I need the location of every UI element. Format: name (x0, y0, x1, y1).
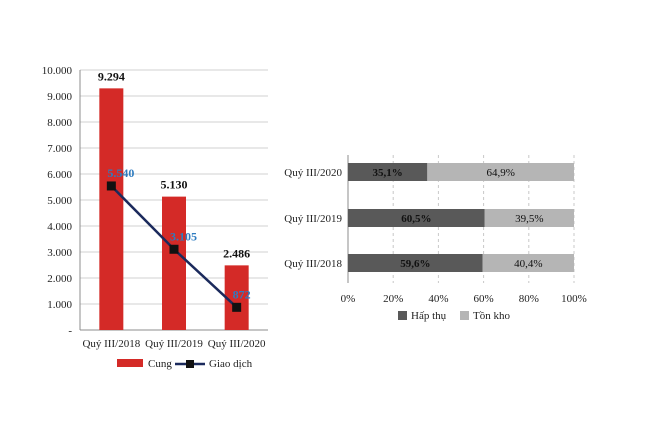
y-tick-label: 5.000 (47, 195, 72, 207)
supply-transaction-chart: - 1.000 2.000 3.000 4.000 5.000 6.000 7.000 8.00… (42, 65, 268, 370)
bar-ton-kho (427, 163, 574, 181)
y-tick-label: - (68, 325, 72, 337)
bar-value-label: 5.130 (161, 178, 188, 192)
y-tick-label: 2.000 (47, 273, 72, 285)
y-tick-label: Quý III/2019 (284, 213, 342, 225)
x-tick-label: 60% (474, 293, 494, 305)
legend-swatch-cung (117, 359, 143, 367)
x-tick-label: Quý III/2020 (208, 338, 266, 350)
line-value-label: 3.105 (170, 229, 197, 243)
x-tick-label: Quý III/2018 (82, 338, 140, 350)
line-marker (169, 244, 179, 254)
legend-swatch-ton-kho (460, 311, 469, 320)
legend-label-ton-kho: Tồn kho (473, 310, 510, 322)
x-tick-label: 80% (519, 293, 539, 305)
legend-swatch-hap-thu (398, 311, 407, 320)
bar-hap-thu (348, 254, 483, 272)
bar-value-label: 40,4% (514, 258, 542, 270)
y-tick-label: 7.000 (47, 143, 72, 155)
y-tick-label: 4.000 (47, 221, 72, 233)
bar-value-label: 39,5% (515, 213, 543, 225)
line-value-label: 5.540 (107, 166, 134, 180)
absorption-inventory-chart: 0% 20% 40% 60% 80% 100% Quý III/2020 35,1% 64,9%… (284, 155, 587, 322)
bar-value-label: 59,6% (400, 258, 430, 270)
legend-label-giao-dich: Giao dịch (209, 358, 253, 370)
y-tick-label: 8.000 (47, 117, 72, 129)
y-tick-label: 3.000 (47, 247, 72, 259)
y-tick-label: Quý III/2020 (284, 167, 342, 179)
bar-value-label: 35,1% (373, 167, 403, 179)
line-marker (232, 302, 242, 312)
x-tick-label: Quý III/2019 (145, 338, 203, 350)
y-tick-label: 1.000 (47, 299, 72, 311)
y-tick-label: 6.000 (47, 169, 72, 181)
legend-marker-giao-dich (186, 360, 194, 368)
bar-hap-thu (348, 163, 428, 181)
bar-value-label: 60,5% (401, 213, 431, 225)
line-value-label: 872 (233, 287, 251, 301)
bar-hap-thu (348, 209, 485, 227)
bar-ton-kho (482, 254, 574, 272)
x-tick-label: 100% (561, 293, 587, 305)
bar-cung (99, 88, 124, 330)
bar-value-label: 9.294 (98, 69, 125, 83)
bar-cung (224, 265, 249, 330)
x-tick-label: 40% (428, 293, 448, 305)
bar-cung (162, 196, 186, 330)
line-marker (106, 181, 116, 191)
bar-value-label: 64,9% (486, 167, 514, 179)
x-tick-label: 0% (341, 293, 356, 305)
y-tick-label: 10.000 (42, 65, 73, 77)
bar-value-label: 2.486 (223, 246, 250, 260)
y-tick-label: Quý III/2018 (284, 258, 342, 270)
legend-label-cung: Cung (148, 358, 172, 370)
bar-ton-kho (484, 209, 574, 227)
y-tick-label: 9.000 (47, 91, 72, 103)
x-tick-label: 20% (383, 293, 403, 305)
legend-label-hap-thu: Hấp thụ (411, 310, 447, 322)
